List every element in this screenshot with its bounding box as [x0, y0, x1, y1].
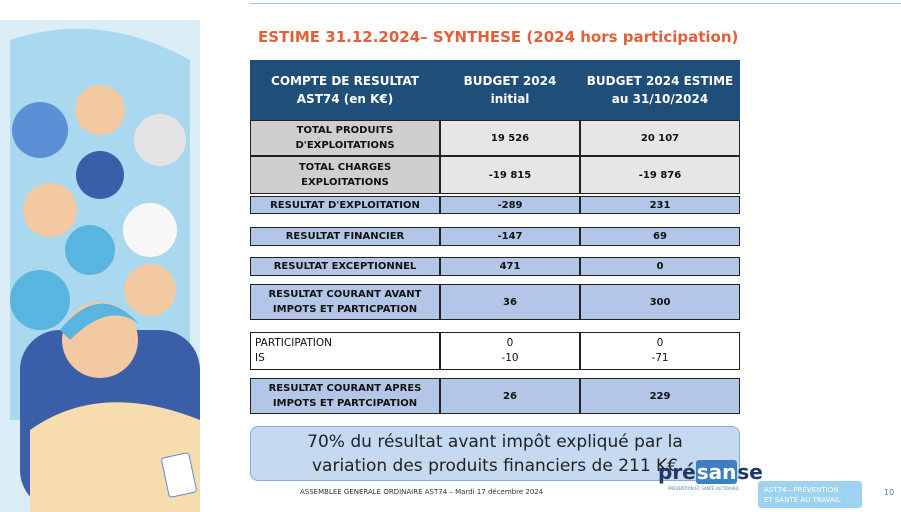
badge: AST74—PRÉVENTION ET SANTÉ AU TRAVAIL: [758, 481, 862, 508]
table-cell: 231: [580, 196, 740, 214]
table-cell: 26: [440, 378, 580, 414]
footer-text: ASSEMBLEE GENERALE ORDINAIRE AST74 – Mar…: [300, 488, 544, 496]
logo-part: pré: [658, 460, 696, 484]
table-cell: 0 -10: [440, 332, 580, 370]
title: ESTIME 31.12.2024– SYNTHESE (2024 hors p…: [258, 28, 739, 46]
table-cell: RESULTAT D'EXPLOITATION: [250, 196, 440, 214]
table-cell: 19 526: [440, 120, 580, 156]
table-cell: -147: [440, 227, 580, 246]
logo-part: san: [695, 460, 738, 484]
column-header: BUDGET 2024 ESTIME au 31/10/2024: [580, 60, 740, 120]
logo-part: se: [737, 460, 763, 484]
table-cell: -19 815: [440, 156, 580, 194]
table-cell: RESULTAT EXCEPTIONNEL: [250, 257, 440, 276]
cell-line: 0: [656, 337, 664, 349]
logo: présanse: [658, 460, 763, 484]
table-cell: 229: [580, 378, 740, 414]
table-cell: 69: [580, 227, 740, 246]
table-cell: 300: [580, 284, 740, 320]
top-rule: [250, 3, 901, 4]
badge-line: ET SANTÉ AU TRAVAIL: [764, 496, 841, 504]
table-cell: 36: [440, 284, 580, 320]
table-cell: TOTAL CHARGES EXPLOITATIONS: [250, 156, 440, 194]
callout: 70% du résultat avant impôt expliqué par…: [250, 426, 740, 481]
cell-line: PARTICIPATION: [255, 337, 332, 349]
cell-line: -71: [651, 352, 669, 364]
column-header: BUDGET 2024 initial: [440, 60, 580, 120]
table-cell: PARTICIPATION IS: [250, 332, 440, 370]
illustration: [0, 20, 200, 512]
column-header: COMPTE DE RESULTAT AST74 (en K€): [250, 60, 440, 120]
table-cell: RESULTAT COURANT APRES IMPOTS ET PARTCIP…: [250, 378, 440, 414]
logo-tagline: PRÉVENTION ET SANTÉ AU TRAVAIL: [668, 486, 739, 491]
cell-line: -10: [501, 352, 519, 364]
cell-line: IS: [255, 352, 265, 364]
table-cell: TOTAL PRODUITS D'EXPLOITATIONS: [250, 120, 440, 156]
table-cell: 0 -71: [580, 332, 740, 370]
table-cell: RESULTAT COURANT AVANT IMPOTS ET PARTICP…: [250, 284, 440, 320]
cell-line: 0: [506, 337, 514, 349]
badge-line: AST74—PRÉVENTION: [764, 486, 839, 494]
table-cell: RESULTAT FINANCIER: [250, 227, 440, 246]
table-cell: 20 107: [580, 120, 740, 156]
table-cell: 471: [440, 257, 580, 276]
page-number: 10: [884, 488, 895, 497]
table-cell: -289: [440, 196, 580, 214]
table-cell: 0: [580, 257, 740, 276]
table-cell: -19 876: [580, 156, 740, 194]
